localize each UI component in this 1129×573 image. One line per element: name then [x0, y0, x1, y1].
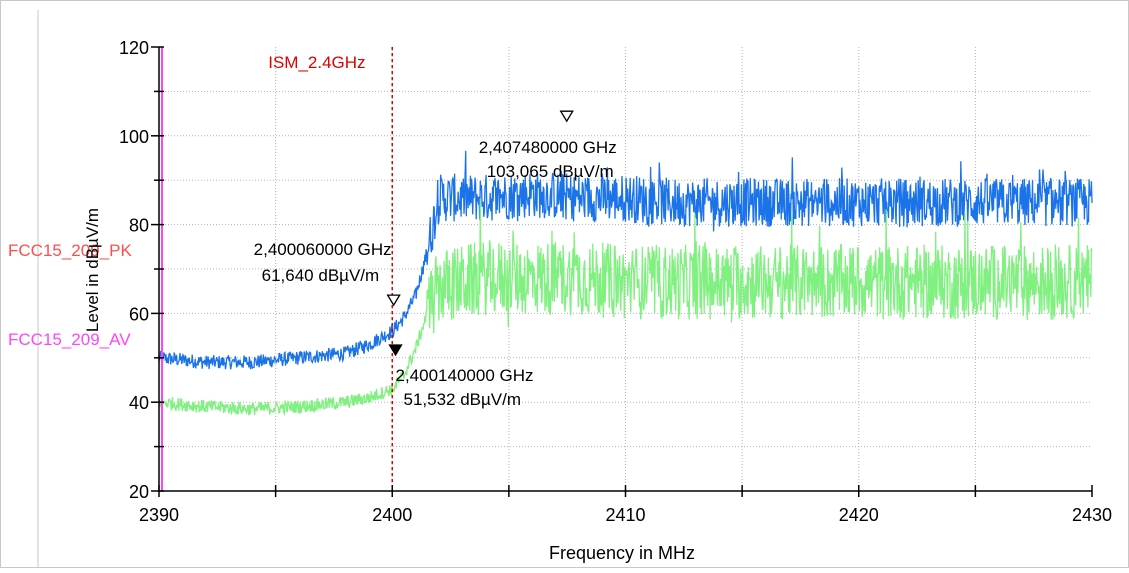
y-tick-label: 60 — [129, 304, 149, 324]
series-peak-trace — [158, 150, 1093, 370]
vertical-markers: ISM_2.4GHz — [268, 47, 393, 491]
series-average-trace — [158, 198, 1093, 417]
marker-peak-max-symbol — [559, 110, 574, 123]
x-tick-label: 2410 — [605, 505, 645, 525]
marker-avg-edge-freq: 2,400140000 GHz — [396, 366, 534, 385]
y-tick-label: 120 — [119, 38, 149, 58]
marker-avg-edge-level: 51,532 dBµV/m — [404, 390, 522, 409]
traces — [158, 150, 1093, 417]
marker-avg-edge-symbol — [388, 344, 403, 357]
limit-label-pk: FCC15_209_PK — [8, 241, 132, 260]
x-tick-label: 2420 — [839, 505, 879, 525]
y-tick-label: 80 — [129, 216, 149, 236]
y-axis-label: Level in dBµV/m — [83, 208, 102, 332]
marker-peak-edge-freq: 2,400060000 GHz — [254, 240, 392, 259]
marker-peak-edge-symbol — [386, 294, 401, 307]
y-tick-label: 100 — [119, 127, 149, 147]
x-tick-label: 2430 — [1072, 505, 1112, 525]
markers: 2,407480000 GHz 103,065 dBµV/m 2,400060000… — [254, 110, 617, 409]
axes: 20 40 60 80 100 120 2390 2400 2410 2420 2430 — [119, 38, 1112, 525]
marker-peak-max-freq: 2,407480000 GHz — [479, 138, 617, 157]
y-tick-label: 40 — [129, 393, 149, 413]
y-tick-label: 20 — [129, 482, 149, 502]
marker-peak-edge-level: 61,640 dBµV/m — [262, 266, 380, 285]
marker-peak-max-level: 103,065 dBµV/m — [487, 162, 614, 181]
limit-label-av: FCC15_209_AV — [8, 330, 131, 349]
ism-marker-label: ISM_2.4GHz — [268, 53, 365, 72]
x-tick-label: 2390 — [139, 505, 179, 525]
x-tick-label: 2400 — [372, 505, 412, 525]
x-axis-label: Frequency in MHz — [549, 543, 695, 563]
